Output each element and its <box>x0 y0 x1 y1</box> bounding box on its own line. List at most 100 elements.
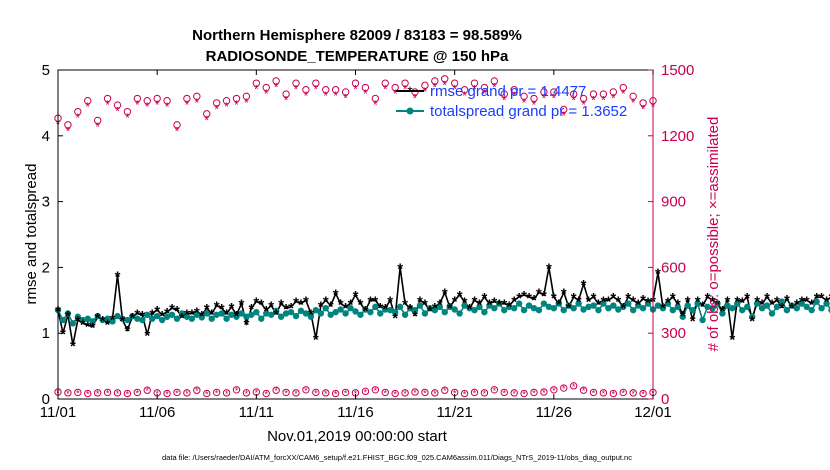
y-tick-label: 3 <box>42 194 50 211</box>
spread-point <box>694 300 701 307</box>
spread-point <box>178 310 186 317</box>
obs-assimilated-point: * <box>333 89 338 103</box>
obs-lower-assimilated-point: * <box>364 387 368 397</box>
rmse-point: * <box>506 299 512 316</box>
obs-possible-point <box>530 94 538 103</box>
rmse-point: * <box>496 297 502 314</box>
obs-assimilated-point: * <box>442 78 447 92</box>
obs-lower-assimilated-point: * <box>542 388 546 398</box>
rmse-point: * <box>511 293 517 310</box>
obs-lower-assimilated-point: * <box>512 389 516 399</box>
obs-lower-assimilated-point: * <box>334 390 338 400</box>
spread-point <box>74 313 82 320</box>
spread-point <box>659 304 667 312</box>
spread-point <box>64 310 72 317</box>
spread-point <box>94 312 101 320</box>
right-axis-ticks: 0 300 600 900 1200 1500 <box>648 62 694 408</box>
rmse-point: * <box>338 297 344 314</box>
spread-point <box>709 304 716 312</box>
spread-point <box>654 302 662 309</box>
spread-point <box>421 310 429 317</box>
y-tick-label: 0 <box>42 391 50 408</box>
spread-point <box>585 303 592 311</box>
obs-lower-assimilated-point: * <box>136 388 140 398</box>
rmse-point: * <box>784 292 790 309</box>
spread-point <box>104 315 111 322</box>
rmse-point: * <box>85 318 91 335</box>
obs-assimilated-point: * <box>224 100 229 114</box>
obs-assimilated-point: * <box>482 87 487 101</box>
spread-point <box>431 306 439 314</box>
obs-possible-point <box>292 79 300 87</box>
spread-point <box>307 313 315 320</box>
spread-point <box>149 315 156 322</box>
rmse-point: * <box>377 300 383 317</box>
rmse-point: * <box>323 293 329 310</box>
obs-assimilated-point: * <box>304 89 309 103</box>
rmse-point: * <box>546 260 552 277</box>
rmse-point: * <box>531 292 537 309</box>
rmse-point: * <box>516 290 522 307</box>
rmse-point: * <box>288 300 294 317</box>
obs-possible-point <box>450 79 459 87</box>
spread-point <box>768 310 776 317</box>
spread-point <box>322 304 329 312</box>
spread-point <box>501 306 508 314</box>
rmse-point: * <box>764 290 770 307</box>
rmse-point: * <box>253 295 259 312</box>
obs-assimilated-point: * <box>601 94 606 108</box>
rmse-point: * <box>729 331 735 348</box>
spread-point <box>729 304 736 312</box>
obs-possible-point <box>232 94 241 103</box>
obs-lower-possible-point <box>183 389 191 397</box>
rmse-point: * <box>630 293 636 310</box>
obs-assimilated-point: * <box>294 83 299 97</box>
rmse-point: * <box>724 293 730 310</box>
spread-point <box>798 300 805 307</box>
obs-assimilated-point: * <box>512 89 517 103</box>
rmse-point: * <box>829 290 830 307</box>
obs-possible-point <box>331 86 340 94</box>
rmse-point: * <box>234 308 240 325</box>
obs-possible-point <box>84 97 92 105</box>
obs-lower-assimilated-point: * <box>274 386 278 396</box>
obs-lower-assimilated-point: * <box>264 390 268 400</box>
obs-assimilated-point: * <box>383 83 388 97</box>
obs-assimilated-point: * <box>353 83 358 97</box>
obs-lower-assimilated-point: * <box>185 389 189 399</box>
rmse-point: * <box>209 306 215 323</box>
spread-point <box>382 306 389 313</box>
spread-point <box>352 308 359 315</box>
obs-possible-point <box>490 77 499 85</box>
rmse-point: * <box>139 308 145 325</box>
obs-lower-assimilated-point: * <box>165 390 169 400</box>
spread-point <box>168 311 176 318</box>
obs-lower-assimilated-point: * <box>175 388 179 398</box>
rmse-point: * <box>561 285 567 302</box>
rmse-point: * <box>472 293 478 310</box>
rmse-point: * <box>417 293 423 310</box>
obs-assimilated-point: * <box>244 96 249 110</box>
rmse-point: * <box>467 301 473 318</box>
obs-assimilated-point: * <box>611 91 616 105</box>
rmse-point: * <box>328 299 334 316</box>
spread-point <box>823 300 830 307</box>
obs-possible-point <box>560 105 568 114</box>
rmse-point: * <box>144 328 150 345</box>
spread-point <box>401 311 409 318</box>
rmse-point: * <box>620 300 626 317</box>
spread-point <box>426 304 434 312</box>
spread-point <box>778 298 786 305</box>
rmse-point: * <box>268 299 274 316</box>
rmse-point: * <box>680 308 686 325</box>
obs-assimilated-point: * <box>522 96 527 110</box>
data-file-footnote: data file: /Users/raeder/DAI/ATM_forcXX/… <box>162 453 632 462</box>
spread-point <box>506 303 513 311</box>
rmse-point: * <box>660 300 666 317</box>
spread-point <box>679 313 686 320</box>
spread-point <box>550 304 558 312</box>
spread-point <box>218 310 225 317</box>
spread-point <box>144 311 151 318</box>
obs-lower-assimilated-point: * <box>423 388 427 398</box>
obs-possible-point <box>262 83 270 92</box>
